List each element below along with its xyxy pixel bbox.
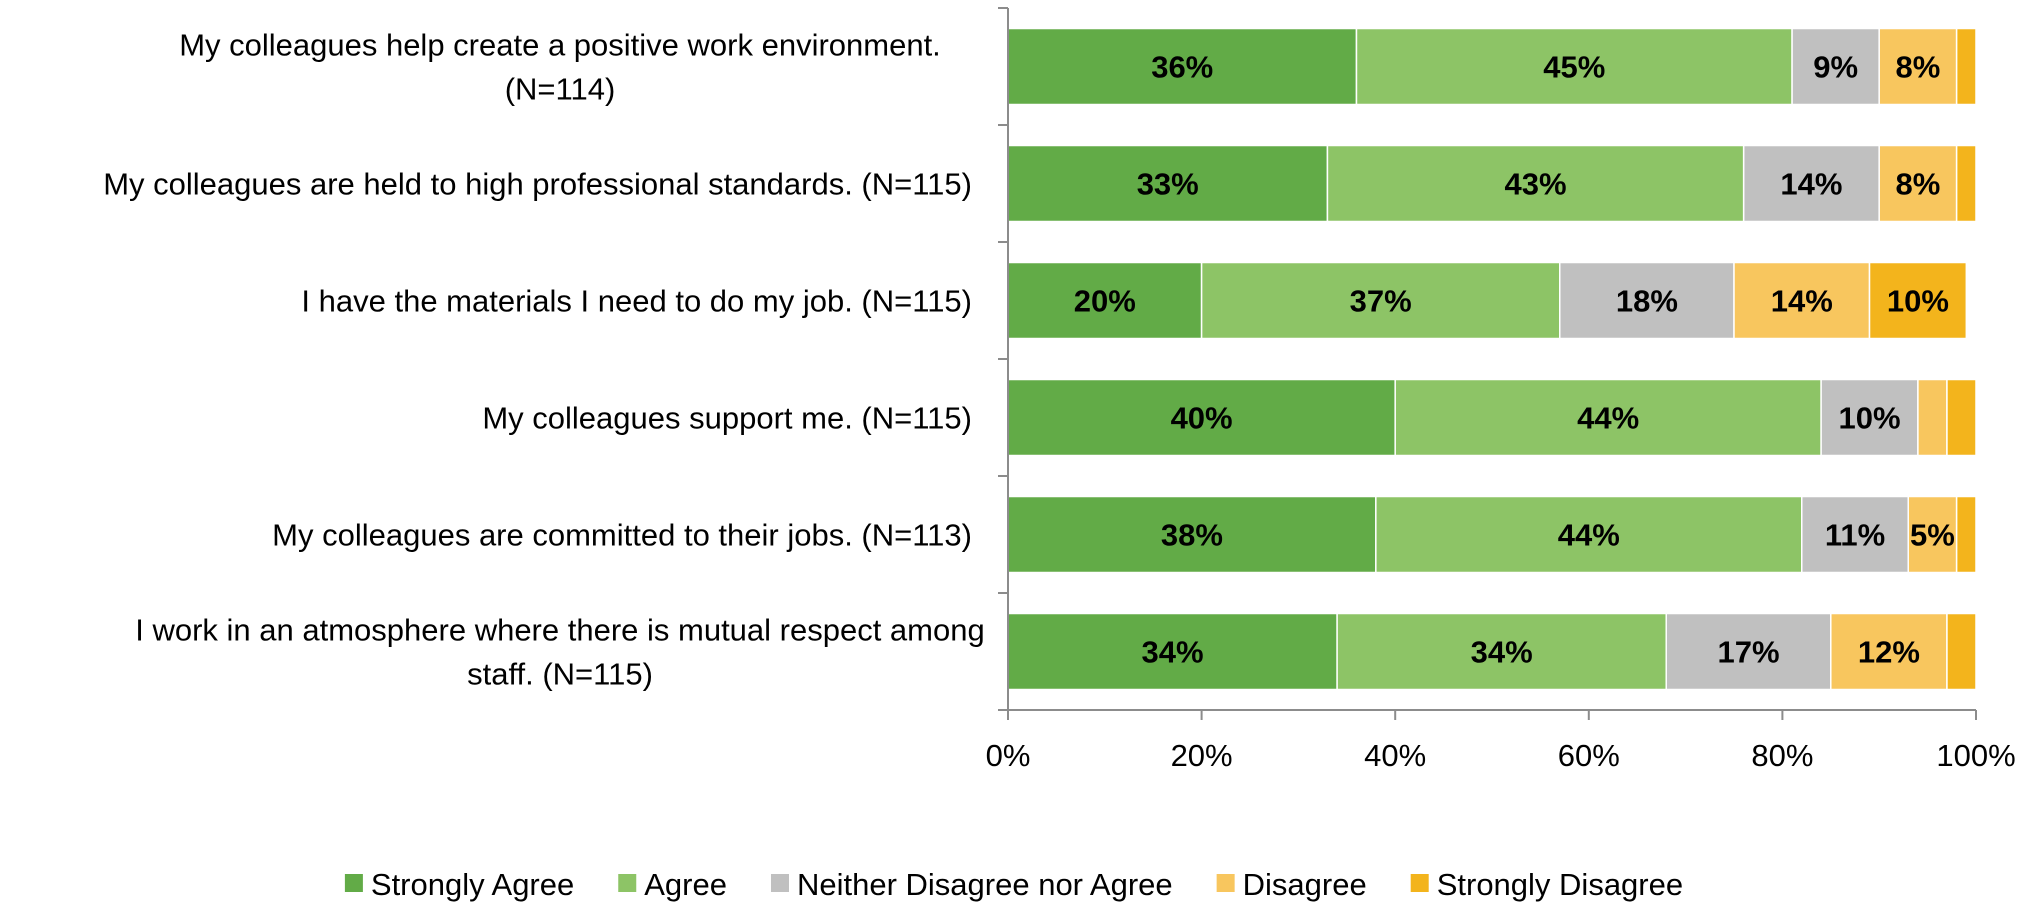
bar-segment xyxy=(1007,378,1396,457)
data-label: 37% xyxy=(1350,284,1412,319)
data-label: 44% xyxy=(1558,518,1620,553)
legend-swatch xyxy=(1410,874,1429,892)
x-tick-label: 40% xyxy=(1364,738,1426,773)
bar-segment xyxy=(1946,378,1977,457)
x-tick-label: 20% xyxy=(1171,738,1233,773)
bar-segment xyxy=(1917,378,1948,457)
data-label: 5% xyxy=(1910,518,1955,553)
data-label: 20% xyxy=(1074,284,1136,319)
bar-segment xyxy=(1733,261,1871,340)
bar-segment xyxy=(1326,144,1745,223)
data-label: 10% xyxy=(1838,401,1900,436)
data-label: 34% xyxy=(1471,635,1533,670)
data-label: 44% xyxy=(1577,401,1639,436)
x-tick-label: 100% xyxy=(1936,738,2015,773)
data-label: 14% xyxy=(1771,284,1833,319)
data-label: 43% xyxy=(1505,167,1567,202)
bar-segment xyxy=(1375,495,1803,574)
bar-segment xyxy=(1791,27,1880,106)
bar-segment xyxy=(1355,27,1793,106)
bar-segment xyxy=(1007,27,1358,106)
data-label: 12% xyxy=(1858,635,1920,670)
bar-segment xyxy=(1200,261,1561,340)
bar-segment xyxy=(1878,144,1958,223)
category-label: My colleagues are held to high professio… xyxy=(103,167,972,202)
data-label: 14% xyxy=(1780,167,1842,202)
legend-swatch xyxy=(770,874,789,892)
category-label: staff. (N=115) xyxy=(467,657,653,692)
data-label: 18% xyxy=(1616,284,1678,319)
legend: Strongly Agree Agree Neither Disagree nor … xyxy=(344,867,1683,902)
bar-segment xyxy=(1868,261,1968,340)
data-label: 9% xyxy=(1813,50,1858,85)
legend-label: Strongly Disagree xyxy=(1437,867,1683,902)
x-tick-label: 0% xyxy=(986,738,1031,773)
legend-swatch xyxy=(344,874,363,892)
legend-label: Disagree xyxy=(1243,867,1367,902)
legend-label: Strongly Agree xyxy=(371,867,574,902)
x-tick-label: 80% xyxy=(1751,738,1813,773)
bar-segment xyxy=(1955,144,1977,223)
category-label: I work in an atmosphere where there is m… xyxy=(135,613,984,648)
bar-segment xyxy=(1007,612,1338,691)
data-label: 11% xyxy=(1825,518,1885,553)
category-label: My colleagues help create a positive wor… xyxy=(179,28,941,63)
axes-layer: 0% 20% 40% 60% 80% 100% xyxy=(986,7,2016,773)
category-label: I have the materials I need to do my job… xyxy=(301,284,972,319)
bar-segment xyxy=(1946,612,1977,691)
data-label: 40% xyxy=(1171,401,1233,436)
x-tick-label: 60% xyxy=(1558,738,1620,773)
bar-segment xyxy=(1907,495,1958,574)
category-label: My colleagues are committed to their job… xyxy=(272,518,972,553)
data-label: 33% xyxy=(1137,167,1199,202)
bar-segment xyxy=(1742,144,1880,223)
data-label: 17% xyxy=(1717,635,1779,670)
data-label: 8% xyxy=(1896,167,1941,202)
bar-segment xyxy=(1801,495,1909,574)
category-label: My colleagues support me. (N=115) xyxy=(482,401,972,436)
data-label: 36% xyxy=(1151,50,1213,85)
bar-segment xyxy=(1820,378,1919,457)
legend-swatch xyxy=(618,874,637,892)
data-label: 45% xyxy=(1543,50,1605,85)
bar-segment xyxy=(1955,27,1977,106)
category-label: (N=114) xyxy=(505,72,616,107)
bar-segment xyxy=(1394,378,1822,457)
legend-label: Neither Disagree nor Agree xyxy=(797,867,1173,902)
bar-segment xyxy=(1955,495,1977,574)
bar-segment xyxy=(1007,495,1377,574)
bars-layer xyxy=(1007,27,1977,691)
data-label: 34% xyxy=(1142,635,1204,670)
legend-swatch xyxy=(1216,874,1235,892)
bar-segment xyxy=(1007,144,1329,223)
bar-segment xyxy=(1336,612,1667,691)
data-label: 8% xyxy=(1896,50,1941,85)
data-label: 38% xyxy=(1161,518,1223,553)
data-label: 10% xyxy=(1887,284,1949,319)
legend-label: Agree xyxy=(644,867,727,902)
labels-layer: 36% 45% 9% 8% My colleagues help create a po… xyxy=(103,28,1955,692)
bar-segment xyxy=(1665,612,1832,691)
